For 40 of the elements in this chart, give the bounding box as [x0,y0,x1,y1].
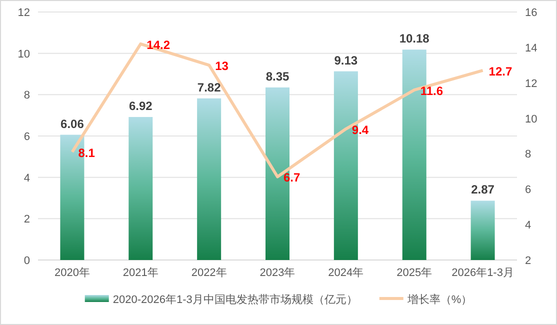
data-label: 11.6 [420,84,444,98]
bar [197,98,222,260]
y2-tick-label: 10 [525,113,538,126]
y-tick-label: 0 [24,255,30,267]
x-tick-label: 2024年 [328,267,364,279]
y-tick-label: 6 [24,131,30,143]
data-label: 2.87 [471,182,495,197]
y2-tick-label: 4 [525,220,532,232]
data-label: 10.18 [399,32,430,46]
data-label: 8.35 [266,69,290,84]
x-tick-label: 2026年1-3月 [452,267,514,279]
x-tick-label: 2023年 [260,267,296,279]
x-tick-label: 2020年 [54,267,90,279]
y2-tick-label: 2 [525,255,532,267]
data-label: 13 [215,59,229,74]
data-label: 12.7 [488,64,512,78]
y2-tick-label: 14 [525,42,538,54]
y2-tick-label: 8 [525,148,532,161]
bar [470,200,495,260]
x-tick-label: 2025年 [396,267,432,279]
y-tick-label: 4 [24,172,30,184]
y-tick-label: 8 [24,90,30,102]
bar [128,116,153,260]
data-label: 9.4 [352,122,369,137]
x-tick-label: 2022年 [191,267,227,279]
data-label: 9.13 [334,53,358,68]
data-label: 6.06 [60,116,84,131]
data-label: 6.92 [128,98,153,113]
x-tick-label: 2021年 [122,267,158,279]
data-label: 8.1 [78,146,96,160]
y2-tick-label: 6 [525,184,532,196]
data-label: 14.2 [146,38,170,52]
y2-tick-label: 12 [525,78,538,90]
y-tick-label: 12 [18,7,30,19]
legend-label: 增长率（%） [406,293,472,306]
legend-label: 2020-2026年1-3月中国电发热带市场规模（亿元） [112,293,358,306]
y-tick-label: 2 [24,214,30,226]
y-tick-label: 10 [18,48,30,60]
y2-tick-label: 16 [525,7,538,19]
data-label: 7.82 [197,80,222,94]
